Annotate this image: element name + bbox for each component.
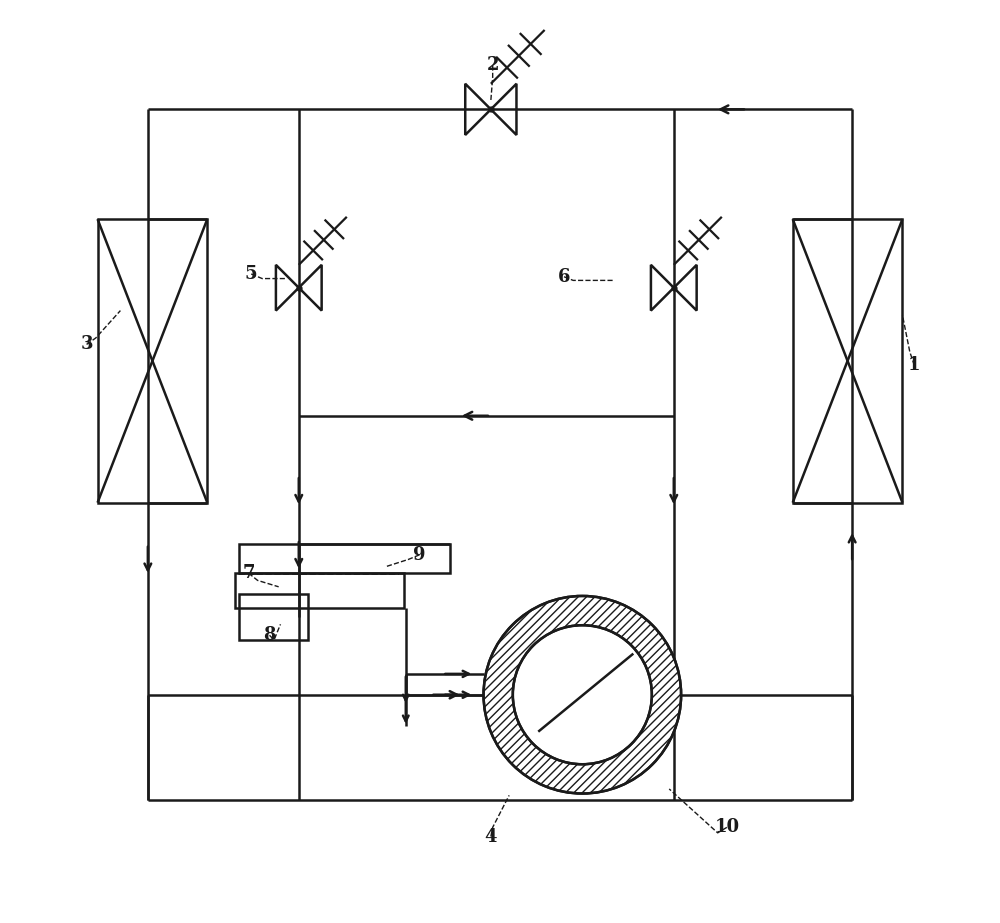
Bar [98,219,207,503]
Text: 3: 3 [80,335,93,354]
Text: 9: 9 [413,545,426,564]
Text: 8: 8 [263,627,276,644]
Text: 5: 5 [245,265,258,283]
Text: 2: 2 [486,56,499,75]
Bar [793,219,902,503]
Text: 4: 4 [485,828,497,845]
Text: 1: 1 [908,356,921,375]
Text: 7: 7 [242,564,255,582]
Text: 10: 10 [714,819,739,836]
Wedge shape [484,596,681,794]
Bar [239,594,308,640]
Text: 6: 6 [558,268,570,286]
Bar [235,572,404,608]
Bar [239,544,450,572]
